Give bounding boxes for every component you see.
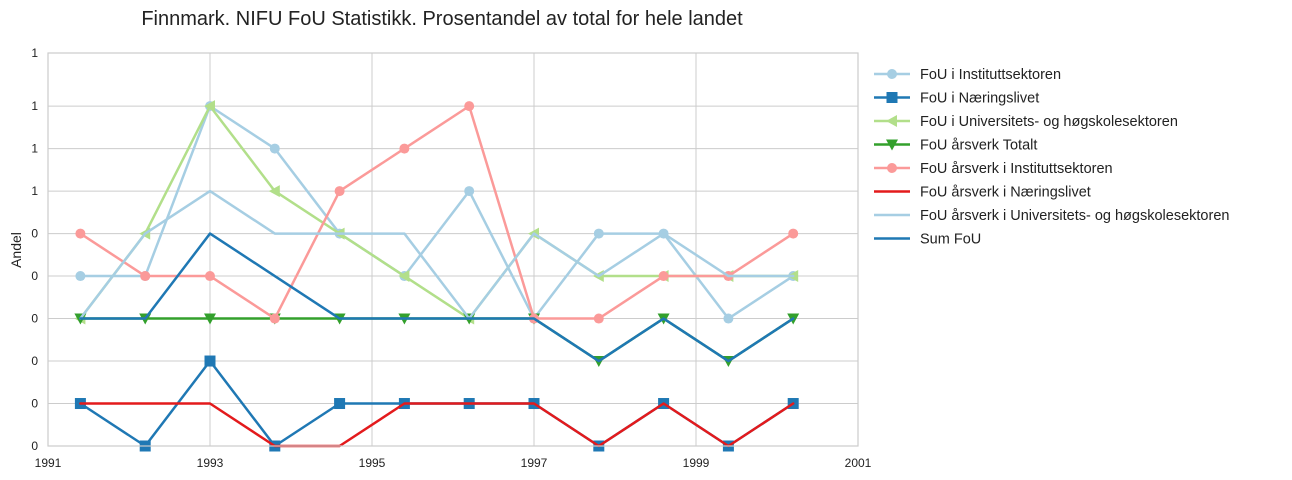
series-line	[79, 104, 795, 320]
x-tick-label: 1991	[35, 456, 62, 470]
y-tick-label: 0	[31, 397, 38, 411]
series-8	[79, 232, 795, 363]
data-point	[204, 313, 216, 325]
legend-item: FoU årsverk i Universitets- og høgskoles…	[874, 208, 1229, 224]
data-point	[593, 313, 604, 324]
legend-label: FoU årsverk i Instituttsektoren	[920, 161, 1113, 177]
data-point	[464, 186, 475, 197]
legend-label: FoU i Instituttsektoren	[920, 67, 1061, 83]
data-point	[269, 313, 280, 324]
y-tick-label: 0	[31, 312, 38, 326]
x-tick-label: 1995	[359, 456, 386, 470]
data-point	[140, 271, 151, 282]
data-point	[269, 143, 280, 154]
series-4	[74, 313, 800, 368]
y-tick-label: 1	[31, 142, 38, 156]
data-point	[334, 398, 346, 410]
legend-item: FoU i Instituttsektoren	[874, 67, 1061, 83]
data-point	[788, 228, 799, 239]
legend-label: Sum FoU	[920, 232, 981, 248]
legend-item: FoU årsverk i Instituttsektoren	[874, 161, 1113, 177]
legend-label: FoU i Universitets- og høgskolesektoren	[920, 114, 1178, 130]
legend-label: FoU årsverk i Universitets- og høgskoles…	[920, 208, 1229, 224]
data-point	[334, 186, 345, 197]
x-tick-label: 2001	[845, 456, 872, 470]
series-3	[74, 100, 799, 325]
series-7	[79, 189, 795, 320]
x-tick-label: 1997	[521, 456, 548, 470]
legend-marker	[887, 69, 897, 79]
legend-item: FoU årsverk Totalt	[874, 138, 1037, 154]
legend-item: FoU i Næringslivet	[874, 91, 1039, 107]
y-tick-label: 0	[31, 439, 38, 453]
legend: FoU i Instituttsektoren FoU i Næringslive…	[874, 67, 1229, 248]
data-point	[723, 313, 734, 324]
data-point	[205, 271, 215, 282]
series-6	[79, 402, 795, 448]
legend-marker	[887, 163, 897, 173]
legend-item: Sum FoU	[874, 232, 981, 248]
series-line	[79, 104, 795, 320]
y-tick-label: 0	[31, 227, 38, 241]
plot-frame	[47, 52, 859, 447]
y-tick-label: 1	[31, 184, 38, 198]
data-point	[204, 355, 216, 367]
series-line	[79, 402, 795, 448]
y-tick-label: 0	[31, 269, 38, 283]
data-point	[204, 100, 215, 113]
series-line	[79, 189, 795, 320]
series-line	[79, 317, 795, 363]
legend-marker	[886, 115, 897, 127]
legend-marker	[886, 92, 898, 103]
data-point	[75, 228, 86, 239]
series-1	[75, 101, 799, 324]
legend-item: FoU i Universitets- og høgskolesektoren	[874, 114, 1178, 130]
y-tick-label: 1	[31, 99, 38, 113]
grid	[47, 52, 859, 447]
data-point	[399, 143, 410, 154]
data-point	[658, 271, 669, 282]
x-tick-label: 1999	[683, 456, 710, 470]
series-line	[79, 232, 795, 363]
legend-label: FoU årsverk Totalt	[920, 138, 1037, 154]
data-point	[268, 185, 280, 198]
legend-marker	[886, 139, 898, 151]
data-point	[398, 270, 410, 283]
series-layer	[74, 100, 800, 452]
y-tick-label: 1	[31, 46, 38, 60]
data-point	[464, 101, 475, 112]
series-5	[75, 101, 799, 324]
series-line	[79, 104, 795, 320]
axes: 0 0 0 0 0 0 1 1 1 1 1991 1993 1995 1997 1999 2001	[31, 46, 871, 470]
data-point	[75, 271, 86, 282]
legend-label: FoU i Næringslivet	[920, 91, 1039, 107]
y-axis-label: Andel	[8, 232, 24, 268]
legend-label: FoU årsverk i Næringslivet	[920, 185, 1091, 201]
data-point	[593, 228, 604, 239]
y-tick-label: 0	[31, 354, 38, 368]
chart-title: Finnmark. NIFU FoU Statistikk. Prosentan…	[141, 8, 743, 30]
x-tick-label: 1993	[197, 456, 224, 470]
legend-item: FoU årsverk i Næringslivet	[874, 185, 1091, 201]
